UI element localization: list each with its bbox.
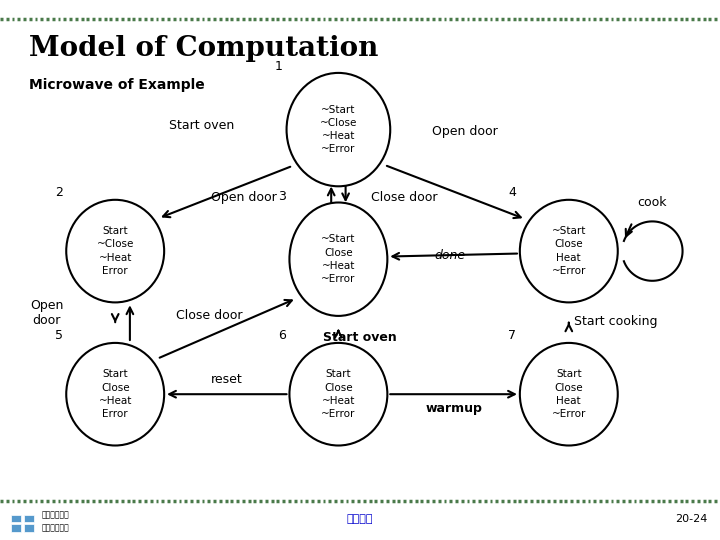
Text: Model of Computation: Model of Computation <box>29 35 378 62</box>
Text: done: done <box>434 249 466 262</box>
Text: Close door: Close door <box>176 309 242 322</box>
Ellipse shape <box>287 73 390 186</box>
Text: Close door: Close door <box>371 191 437 204</box>
Text: Microwave of Example: Microwave of Example <box>29 78 204 92</box>
Text: 7: 7 <box>508 329 516 342</box>
Text: Open
door: Open door <box>30 299 63 327</box>
Text: 4: 4 <box>508 186 516 199</box>
Text: 20-24: 20-24 <box>675 515 707 524</box>
Text: ~Start
Close
Heat
~Error: ~Start Close Heat ~Error <box>552 226 586 276</box>
Text: 1: 1 <box>275 60 283 73</box>
Ellipse shape <box>289 343 387 445</box>
Text: Start oven: Start oven <box>169 119 234 132</box>
Text: cook: cook <box>637 196 666 209</box>
Ellipse shape <box>520 200 618 302</box>
Text: reset: reset <box>211 373 243 386</box>
Bar <box>24 515 34 522</box>
Text: 5: 5 <box>55 329 63 342</box>
Text: 系統安全: 系統安全 <box>347 515 373 524</box>
Text: ~Start
~Close
~Heat
~Error: ~Start ~Close ~Heat ~Error <box>320 105 357 154</box>
Bar <box>24 524 34 532</box>
Text: Open door: Open door <box>431 125 498 138</box>
Text: 2: 2 <box>55 186 63 199</box>
Ellipse shape <box>66 343 164 445</box>
Bar <box>11 524 21 532</box>
Bar <box>11 515 21 522</box>
Text: 3: 3 <box>278 190 286 203</box>
Ellipse shape <box>520 343 618 445</box>
Text: Open door: Open door <box>212 191 277 204</box>
Text: ~Start
Close
~Heat
~Error: ~Start Close ~Heat ~Error <box>321 234 356 284</box>
Text: Start
Close
Heat
~Error: Start Close Heat ~Error <box>552 369 586 419</box>
Text: Start
Close
~Heat
Error: Start Close ~Heat Error <box>99 369 132 419</box>
Text: 6: 6 <box>278 329 286 342</box>
Text: Start
~Close
~Heat
Error: Start ~Close ~Heat Error <box>96 226 134 276</box>
Text: Start cooking: Start cooking <box>574 315 657 328</box>
Text: 教育部顧問室: 教育部顧問室 <box>42 510 70 519</box>
Text: Start oven: Start oven <box>323 331 397 344</box>
Ellipse shape <box>289 202 387 316</box>
Text: warmup: warmup <box>426 402 482 415</box>
Text: Start
Close
~Heat
~Error: Start Close ~Heat ~Error <box>321 369 356 419</box>
Ellipse shape <box>66 200 164 302</box>
Text: 資通安全聯盟: 資通安全聯盟 <box>42 523 70 532</box>
